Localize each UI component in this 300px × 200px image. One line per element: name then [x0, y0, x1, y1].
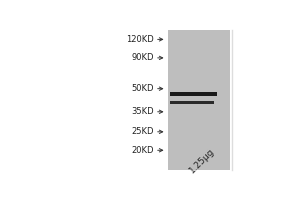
Bar: [170, 92, 217, 96]
Text: 120KD: 120KD: [126, 35, 154, 44]
Text: 35KD: 35KD: [131, 107, 154, 116]
Text: 90KD: 90KD: [131, 53, 154, 62]
Bar: [168, 30, 230, 170]
Bar: [170, 101, 214, 104]
Text: 1.25μg: 1.25μg: [188, 146, 217, 175]
Text: 50KD: 50KD: [131, 84, 154, 93]
Text: 25KD: 25KD: [131, 127, 154, 136]
Text: 20KD: 20KD: [131, 146, 154, 155]
